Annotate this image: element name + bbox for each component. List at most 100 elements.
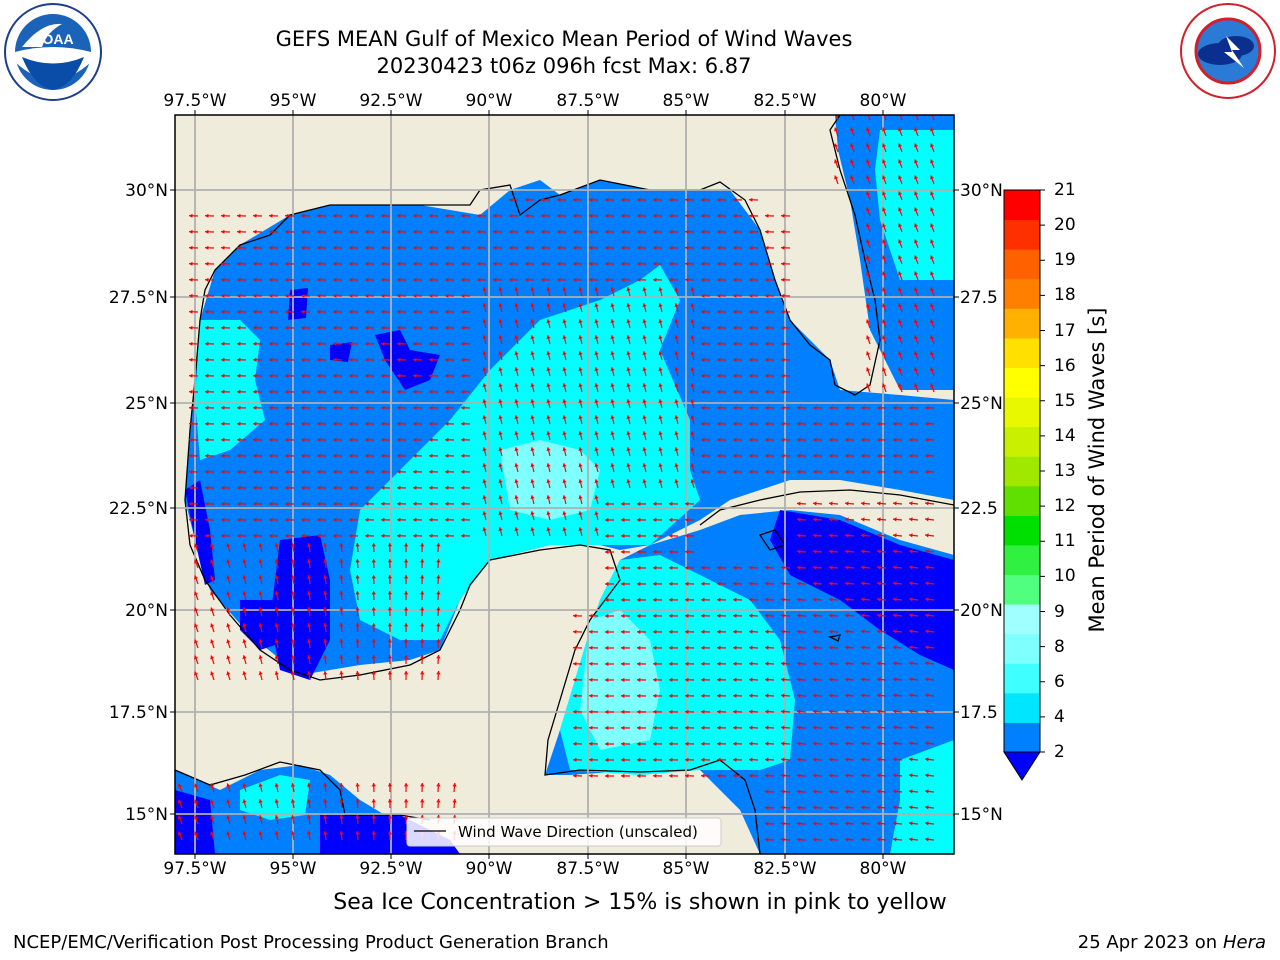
wave-direction-arrowhead [829, 677, 833, 682]
colorbar-label: Mean Period of Wind Waves [s] [1085, 307, 1109, 633]
wave-direction-arrowhead [861, 789, 865, 794]
wave-direction-arrowhead [925, 661, 929, 666]
wave-direction-arrowhead [765, 277, 769, 282]
wave-direction-arrowhead [562, 335, 567, 340]
wave-direction-arrowhead [834, 143, 839, 148]
wave-direction-arrowhead [498, 463, 503, 468]
wave-direction-arrowhead [562, 495, 567, 500]
wave-direction-arrowhead [781, 325, 785, 330]
wave-direction-arrowhead [578, 479, 583, 484]
wave-direction-arrowhead [194, 607, 199, 612]
wave-direction-arrowhead [765, 469, 769, 474]
wave-direction-arrowhead [701, 197, 705, 202]
wave-direction-arrowhead [371, 671, 376, 675]
wave-direction-arrowhead [205, 213, 209, 218]
wave-direction-arrowhead [189, 517, 193, 522]
wave-direction-arrowhead [355, 575, 360, 579]
wave-direction-arrowhead [594, 431, 599, 436]
wave-direction-arrowhead [797, 453, 801, 458]
wave-direction-arrowhead [237, 245, 241, 250]
wave-direction-arrowhead [413, 501, 417, 506]
wave-direction-arrowhead [925, 437, 929, 442]
wave-direction-arrowhead [301, 341, 305, 346]
wave-direction-arrowhead [371, 655, 376, 659]
wave-direction-arrowhead [930, 303, 935, 308]
wave-direction-arrowhead [253, 501, 257, 506]
wave-direction-arrowhead [797, 501, 801, 506]
wave-direction-arrowhead [893, 405, 897, 410]
wave-direction-arrowhead [674, 431, 679, 436]
wave-direction-arrowhead [429, 437, 433, 442]
wave-direction-arrowhead [861, 677, 865, 682]
wave-direction-arrowhead [365, 501, 369, 506]
wave-direction-arrowhead [349, 501, 353, 506]
wave-direction-arrowhead [461, 245, 465, 250]
wave-direction-arrowhead [909, 741, 913, 746]
wave-direction-arrowhead [610, 335, 615, 340]
wave-direction-arrowhead [477, 261, 481, 266]
wave-direction-arrowhead [866, 159, 871, 164]
wave-direction-arrowhead [669, 501, 673, 506]
lon-label-bottom: 87.5°W [556, 859, 619, 879]
wave-direction-arrowhead [258, 639, 263, 644]
wave-direction-arrowhead [445, 357, 449, 362]
wave-direction-arrowhead [866, 239, 871, 244]
wave-direction-arrowhead [605, 501, 609, 507]
wave-direction-arrowhead [781, 245, 785, 250]
wave-direction-arrowhead [930, 287, 935, 292]
wave-direction-arrowhead [749, 661, 753, 666]
wave-direction-arrowhead [514, 303, 519, 308]
wave-direction-arrowhead [909, 517, 913, 522]
wave-direction-arrowhead [578, 319, 583, 324]
lat-label-right: 20°N [960, 601, 1003, 621]
wave-direction-arrowhead [930, 143, 935, 148]
wave-direction-arrowhead [339, 831, 344, 835]
wave-direction-arrowhead [589, 197, 593, 202]
wave-direction-arrowhead [589, 261, 593, 266]
wave-direction-arrowhead [610, 399, 615, 404]
wave-direction-arrowhead [589, 741, 593, 746]
wave-direction-arrowhead [909, 693, 913, 698]
wave-direction-arrowhead [749, 277, 753, 282]
wave-direction-arrowhead [237, 485, 241, 490]
wave-direction-arrowhead [461, 421, 465, 426]
wave-direction-arrowhead [269, 309, 273, 314]
wave-direction-arrowhead [381, 277, 385, 282]
wave-direction-arrowhead [813, 821, 817, 826]
wave-direction-arrowhead [893, 757, 897, 762]
lon-label-bottom: 85°W [663, 859, 710, 879]
lat-label-right: 27.5 [960, 288, 998, 308]
wave-direction-arrowhead [914, 319, 919, 324]
wave-direction-arrowhead [898, 127, 903, 132]
wave-direction-arrowhead [221, 325, 225, 330]
wave-direction-arrowhead [317, 533, 321, 538]
wave-direction-arrowhead [717, 293, 721, 298]
wave-direction-arrowhead [226, 671, 231, 676]
wave-direction-arrowhead [669, 197, 673, 202]
wave-direction-arrowhead [365, 533, 369, 538]
wave-direction-arrowhead [733, 693, 737, 698]
wave-direction-arrowhead [301, 357, 305, 362]
wave-direction-arrowhead [498, 399, 503, 404]
wave-direction-arrowhead [797, 469, 801, 474]
wave-direction-arrowhead [429, 293, 433, 298]
wave-direction-arrowhead [642, 463, 647, 468]
wave-direction-arrowhead [653, 277, 657, 282]
wave-direction-arrowhead [898, 207, 903, 212]
wave-direction-arrowhead [355, 559, 360, 563]
wave-direction-arrowhead [194, 575, 199, 580]
wave-direction-arrowhead [765, 741, 769, 746]
wave-direction-arrowhead [925, 645, 929, 650]
wave-direction-arrowhead [690, 431, 695, 436]
wave-direction-arrowhead [589, 661, 593, 666]
wave-direction-arrowhead [221, 261, 225, 266]
wave-direction-arrowhead [621, 693, 625, 699]
wave-direction-arrowhead [861, 469, 865, 474]
wave-direction-arrowhead [621, 277, 625, 282]
wave-direction-arrowhead [909, 709, 913, 714]
wave-direction-arrowhead [589, 645, 593, 650]
wave-direction-arrowhead [242, 831, 247, 836]
wave-direction-arrowhead [420, 559, 425, 563]
wave-direction-arrowhead [237, 405, 241, 410]
wave-direction-arrowhead [269, 421, 273, 426]
